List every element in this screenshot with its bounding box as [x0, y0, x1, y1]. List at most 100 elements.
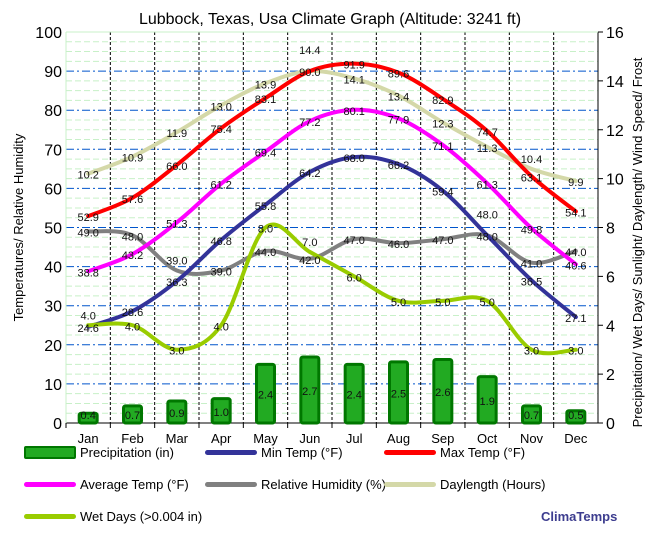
data-label: 0.7: [524, 410, 539, 422]
data-label: 74.7: [476, 127, 497, 139]
y-tick-left: 0: [53, 416, 62, 433]
legend-swatch: [24, 482, 76, 487]
legend-swatch: [205, 450, 257, 455]
data-label: 90.0: [299, 67, 320, 79]
data-label: 39.0: [166, 256, 187, 268]
data-label: 49.0: [77, 227, 98, 239]
precipitation-bar: [565, 409, 587, 425]
series-line: [86, 222, 578, 356]
data-label: 2.5: [391, 388, 406, 400]
legend-swatch: [384, 450, 436, 455]
series-line: [86, 69, 578, 184]
y-tick-right: 16: [606, 25, 624, 42]
data-label: 10.2: [77, 170, 98, 182]
data-label: 28.6: [122, 307, 143, 319]
precipitation-bar: [255, 362, 276, 425]
series-line: [86, 107, 578, 274]
legend-item: Precipitation (in): [24, 445, 174, 460]
x-tick-label: Jul: [346, 431, 363, 446]
data-label: 39.0: [210, 267, 231, 279]
legend-swatch: [24, 446, 76, 459]
data-label: 3.0: [568, 346, 583, 358]
precipitation-bar: [210, 397, 232, 425]
data-label: 66.2: [388, 160, 409, 172]
data-label: 54.1: [565, 207, 586, 219]
y-tick-right: 6: [606, 269, 615, 286]
y-tick-left: 60: [44, 181, 62, 198]
data-label: 77.2: [299, 117, 320, 129]
y-tick-right: 14: [606, 74, 624, 91]
data-label: 48.0: [476, 209, 497, 221]
data-label: 11.9: [167, 128, 188, 140]
x-tick-label: Feb: [121, 431, 143, 446]
data-label: 75.4: [210, 124, 231, 136]
data-label: 8.0: [258, 224, 273, 236]
y-tick-left: 100: [35, 25, 62, 42]
data-label: 49.8: [521, 224, 542, 236]
data-label: 1.0: [214, 407, 229, 419]
data-label: 44.0: [565, 247, 586, 259]
x-tick-label: Jan: [78, 431, 99, 446]
legend-label: Wet Days (>0.004 in): [80, 509, 203, 524]
data-label: 47.0: [432, 235, 453, 247]
data-label: 61.3: [476, 179, 497, 191]
data-label: 68.0: [343, 153, 364, 165]
data-label: 44.0: [255, 247, 276, 259]
data-label: 0.9: [169, 408, 184, 420]
data-label: 46.0: [388, 239, 409, 251]
y-tick-left: 80: [44, 103, 62, 120]
data-label: 46.8: [210, 236, 231, 248]
data-label: 7.0: [302, 237, 317, 249]
data-label: 5.0: [391, 297, 406, 309]
data-label: 12.3: [432, 118, 453, 130]
data-label: 43.2: [122, 250, 143, 262]
precipitation-bar: [388, 360, 409, 425]
data-label: 10.9: [122, 153, 143, 165]
data-label: 36.5: [521, 276, 542, 288]
data-label: 48.0: [122, 231, 143, 243]
legend-item: Wet Days (>0.004 in): [24, 509, 202, 524]
y-tick-right: 8: [606, 221, 615, 238]
y-tick-right: 2: [606, 367, 615, 384]
series-line: [86, 61, 578, 219]
data-label: 69.4: [255, 148, 276, 160]
y-tick-left: 50: [44, 221, 62, 238]
x-tick-label: May: [253, 431, 278, 446]
precipitation-bar: [299, 355, 321, 425]
data-label: 9.9: [568, 177, 583, 189]
data-label: 71.1: [432, 141, 453, 153]
x-tick-label: Apr: [211, 431, 232, 446]
x-tick-label: Sep: [431, 431, 454, 446]
data-label: 61.2: [210, 180, 231, 192]
legend-label: Daylength (Hours): [440, 477, 546, 492]
y-tick-left: 90: [44, 64, 62, 81]
data-label: 59.4: [432, 187, 453, 199]
y-tick-left: 20: [44, 338, 62, 355]
x-tick-label: Nov: [520, 431, 544, 446]
data-label: 52.9: [77, 212, 98, 224]
x-tick-label: Dec: [564, 431, 588, 446]
data-label: 10.4: [521, 154, 542, 166]
data-label: 57.6: [122, 194, 143, 206]
data-label: 4.0: [214, 321, 229, 333]
data-label: 11.3: [477, 143, 498, 155]
data-label: 38.8: [77, 267, 98, 279]
precipitation-bar: [521, 404, 542, 425]
legend-label: Average Temp (°F): [80, 477, 189, 492]
data-label: 83.1: [255, 94, 276, 106]
y-tick-right: 4: [606, 318, 615, 335]
legend-label: Relative Humidity (%): [261, 477, 386, 492]
precipitation-bar: [343, 362, 365, 425]
x-tick-label: Aug: [387, 431, 410, 446]
data-label: 64.2: [299, 168, 320, 180]
data-label: 2.6: [435, 387, 450, 399]
data-label: 55.8: [255, 201, 276, 213]
data-label: 5.0: [435, 297, 450, 309]
data-label: 0.7: [125, 410, 140, 422]
data-label: 13.4: [388, 92, 409, 104]
data-label: 0.4: [81, 410, 96, 422]
data-label: 36.3: [166, 277, 187, 289]
data-label: 77.9: [388, 114, 409, 126]
y-tick-left: 70: [44, 142, 62, 159]
